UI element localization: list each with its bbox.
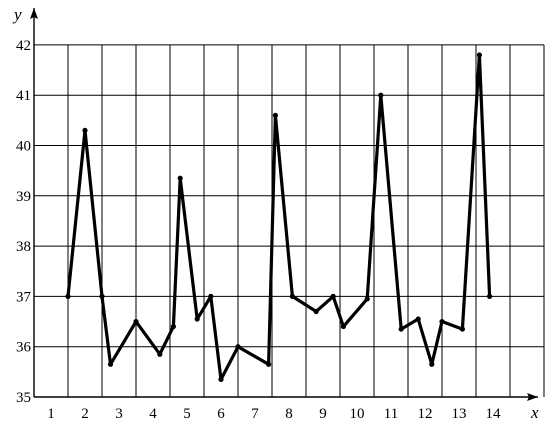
- data-point: [429, 361, 435, 367]
- x-tick-label: 11: [384, 406, 398, 422]
- data-point: [235, 344, 241, 350]
- x-tick-label: 3: [115, 406, 123, 422]
- x-tick-label: 8: [285, 406, 293, 422]
- data-point: [170, 323, 176, 330]
- data-point: [340, 323, 346, 330]
- x-tick-label: 9: [319, 406, 327, 422]
- series: [65, 52, 493, 382]
- x-tick-label: 7: [251, 406, 259, 422]
- y-axis-arrow: [30, 8, 38, 19]
- y-axis-label: y: [12, 5, 22, 24]
- x-tick-label: 14: [486, 406, 502, 422]
- axes: [30, 8, 538, 401]
- data-point: [65, 293, 71, 299]
- y-tick-label: 36: [16, 340, 32, 356]
- data-point: [177, 175, 183, 181]
- x-tick-label: 6: [217, 406, 225, 422]
- x-tick-label: 2: [81, 406, 89, 422]
- y-tick-label: 42: [16, 38, 31, 54]
- data-point: [133, 318, 139, 325]
- data-point: [364, 296, 370, 302]
- x-tick-label: 5: [183, 406, 191, 422]
- grid: [34, 44, 545, 397]
- y-tick-label: 37: [16, 289, 32, 305]
- data-point: [218, 376, 224, 382]
- data-point: [398, 326, 404, 332]
- x-axis-arrow: [527, 393, 538, 401]
- data-point: [289, 293, 295, 299]
- series-line: [66, 53, 492, 381]
- data-point: [476, 52, 482, 58]
- y-tick-label: 40: [16, 139, 31, 155]
- y-tick-label: 38: [16, 239, 31, 255]
- x-axis-label: x: [530, 403, 539, 422]
- y-tick-label: 35: [16, 390, 31, 406]
- y-tick-label: 39: [16, 189, 31, 205]
- data-point: [157, 351, 163, 357]
- x-tick-label: 4: [149, 406, 157, 422]
- y-tick-label: 41: [16, 88, 31, 104]
- data-point: [107, 361, 114, 367]
- data-point: [208, 293, 214, 299]
- data-point: [330, 293, 336, 299]
- data-point: [272, 112, 278, 118]
- data-point: [439, 318, 445, 325]
- data-point: [266, 361, 272, 367]
- data-point: [82, 127, 88, 134]
- data-point: [99, 293, 105, 299]
- data-point: [194, 316, 200, 322]
- x-tick-label: 1: [47, 406, 55, 422]
- x-tick-label: 13: [452, 406, 467, 422]
- data-point: [459, 326, 465, 332]
- x-tick-label: 12: [418, 406, 433, 422]
- data-point: [313, 308, 319, 315]
- data-point: [415, 316, 421, 322]
- data-point: [487, 293, 493, 299]
- data-point: [378, 92, 384, 98]
- x-tick-label: 10: [350, 406, 365, 422]
